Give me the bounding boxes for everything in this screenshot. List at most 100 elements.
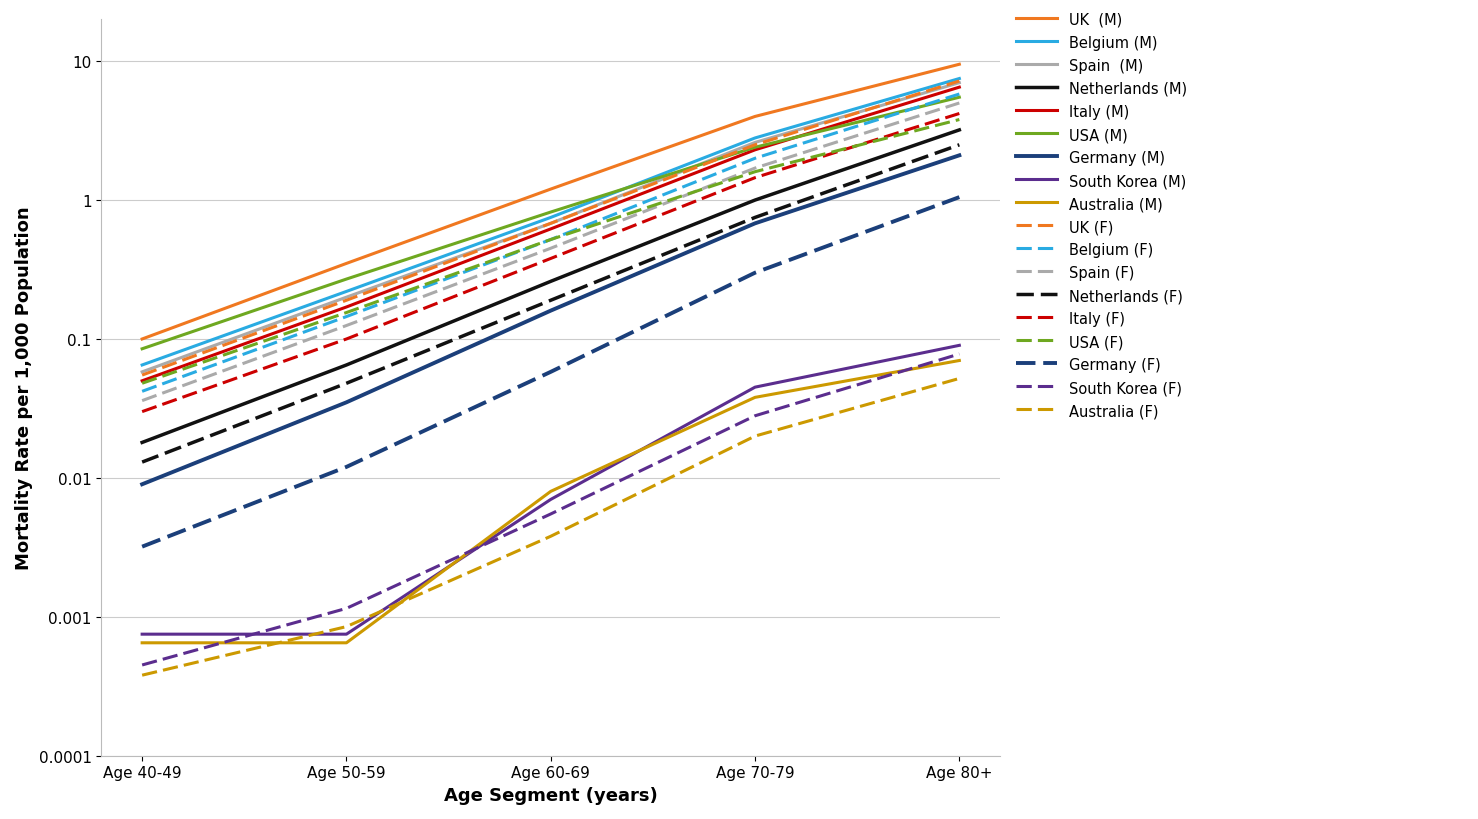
Netherlands (F) — [542, 296, 560, 305]
Italy (F) — [746, 174, 764, 183]
Italy (M) — [337, 303, 355, 313]
Spain  (M) — [337, 293, 355, 303]
Italy (F) — [133, 407, 151, 417]
Belgium (M) — [950, 75, 968, 84]
Line: Germany (M): Germany (M) — [142, 156, 959, 485]
Line: Belgium (M): Belgium (M) — [142, 79, 959, 365]
Netherlands (M) — [337, 360, 355, 370]
UK (F) — [542, 219, 560, 229]
Netherlands (M) — [542, 277, 560, 287]
USA (F) — [337, 308, 355, 318]
Netherlands (M) — [746, 196, 764, 206]
UK  (M) — [746, 112, 764, 122]
Belgium (F) — [950, 90, 968, 100]
Germany (F) — [746, 269, 764, 278]
Line: Australia (M): Australia (M) — [142, 361, 959, 643]
Italy (F) — [337, 335, 355, 345]
USA (F) — [542, 235, 560, 245]
Germany (M) — [337, 398, 355, 408]
Germany (F) — [133, 542, 151, 552]
UK (F) — [133, 371, 151, 381]
Netherlands (F) — [133, 458, 151, 468]
Australia (F) — [542, 532, 560, 541]
Germany (F) — [337, 463, 355, 473]
Australia (F) — [950, 374, 968, 384]
Line: USA (M): USA (M) — [142, 98, 959, 350]
South Korea (F) — [133, 660, 151, 670]
Netherlands (F) — [950, 141, 968, 151]
Line: Spain (F): Spain (F) — [142, 104, 959, 401]
UK  (M) — [542, 185, 560, 195]
Spain  (M) — [950, 79, 968, 88]
Spain  (M) — [746, 138, 764, 148]
South Korea (M) — [746, 382, 764, 392]
Spain (F) — [133, 396, 151, 406]
Line: Germany (F): Germany (F) — [142, 198, 959, 547]
USA (F) — [746, 168, 764, 178]
Australia (M) — [746, 393, 764, 403]
Spain  (M) — [133, 368, 151, 378]
Spain (F) — [337, 321, 355, 331]
Line: UK (F): UK (F) — [142, 82, 959, 376]
Australia (F) — [133, 671, 151, 681]
Belgium (F) — [542, 235, 560, 245]
Belgium (M) — [337, 287, 355, 297]
Netherlands (F) — [746, 213, 764, 223]
Line: Netherlands (M): Netherlands (M) — [142, 131, 959, 443]
Italy (M) — [950, 83, 968, 93]
USA (M) — [133, 345, 151, 355]
Belgium (F) — [746, 154, 764, 164]
Line: South Korea (F): South Korea (F) — [142, 355, 959, 665]
South Korea (M) — [133, 630, 151, 640]
Australia (F) — [337, 622, 355, 631]
Italy (F) — [950, 110, 968, 120]
Line: Belgium (F): Belgium (F) — [142, 95, 959, 391]
South Korea (F) — [950, 350, 968, 360]
UK (F) — [337, 296, 355, 305]
Italy (F) — [542, 254, 560, 264]
UK  (M) — [337, 259, 355, 269]
Y-axis label: Mortality Rate per 1,000 Population: Mortality Rate per 1,000 Population — [15, 206, 33, 570]
USA (M) — [746, 143, 764, 153]
Australia (M) — [133, 638, 151, 648]
Netherlands (M) — [133, 438, 151, 448]
USA (M) — [950, 93, 968, 103]
Italy (M) — [542, 224, 560, 234]
Line: Spain  (M): Spain (M) — [142, 84, 959, 373]
USA (M) — [542, 208, 560, 218]
Australia (F) — [746, 432, 764, 441]
Spain  (M) — [542, 219, 560, 229]
UK (F) — [950, 77, 968, 87]
Spain (F) — [950, 99, 968, 109]
Line: USA (F): USA (F) — [142, 120, 959, 384]
Belgium (M) — [746, 133, 764, 143]
South Korea (M) — [950, 341, 968, 351]
UK (F) — [746, 141, 764, 151]
Line: Netherlands (F): Netherlands (F) — [142, 146, 959, 463]
Germany (M) — [133, 480, 151, 490]
Spain (F) — [746, 164, 764, 174]
Line: South Korea (M): South Korea (M) — [142, 346, 959, 635]
South Korea (F) — [746, 411, 764, 421]
Netherlands (F) — [337, 379, 355, 389]
UK  (M) — [133, 335, 151, 345]
Legend: UK  (M), Belgium (M), Spain  (M), Netherlands (M), Italy (M), USA (M), Germany (: UK (M), Belgium (M), Spain (M), Netherla… — [1017, 13, 1187, 419]
Belgium (M) — [133, 360, 151, 370]
Australia (M) — [950, 356, 968, 366]
Line: Australia (F): Australia (F) — [142, 379, 959, 676]
Germany (M) — [746, 219, 764, 229]
Germany (M) — [542, 306, 560, 316]
USA (F) — [950, 115, 968, 125]
Italy (M) — [133, 377, 151, 387]
UK  (M) — [950, 61, 968, 70]
Australia (M) — [542, 486, 560, 496]
Germany (F) — [950, 193, 968, 203]
Italy (M) — [746, 146, 764, 156]
X-axis label: Age Segment (years): Age Segment (years) — [443, 786, 658, 804]
South Korea (F) — [542, 509, 560, 519]
Germany (F) — [542, 368, 560, 378]
Belgium (F) — [337, 312, 355, 322]
Spain (F) — [542, 244, 560, 254]
Line: Italy (M): Italy (M) — [142, 88, 959, 382]
Belgium (M) — [542, 213, 560, 223]
